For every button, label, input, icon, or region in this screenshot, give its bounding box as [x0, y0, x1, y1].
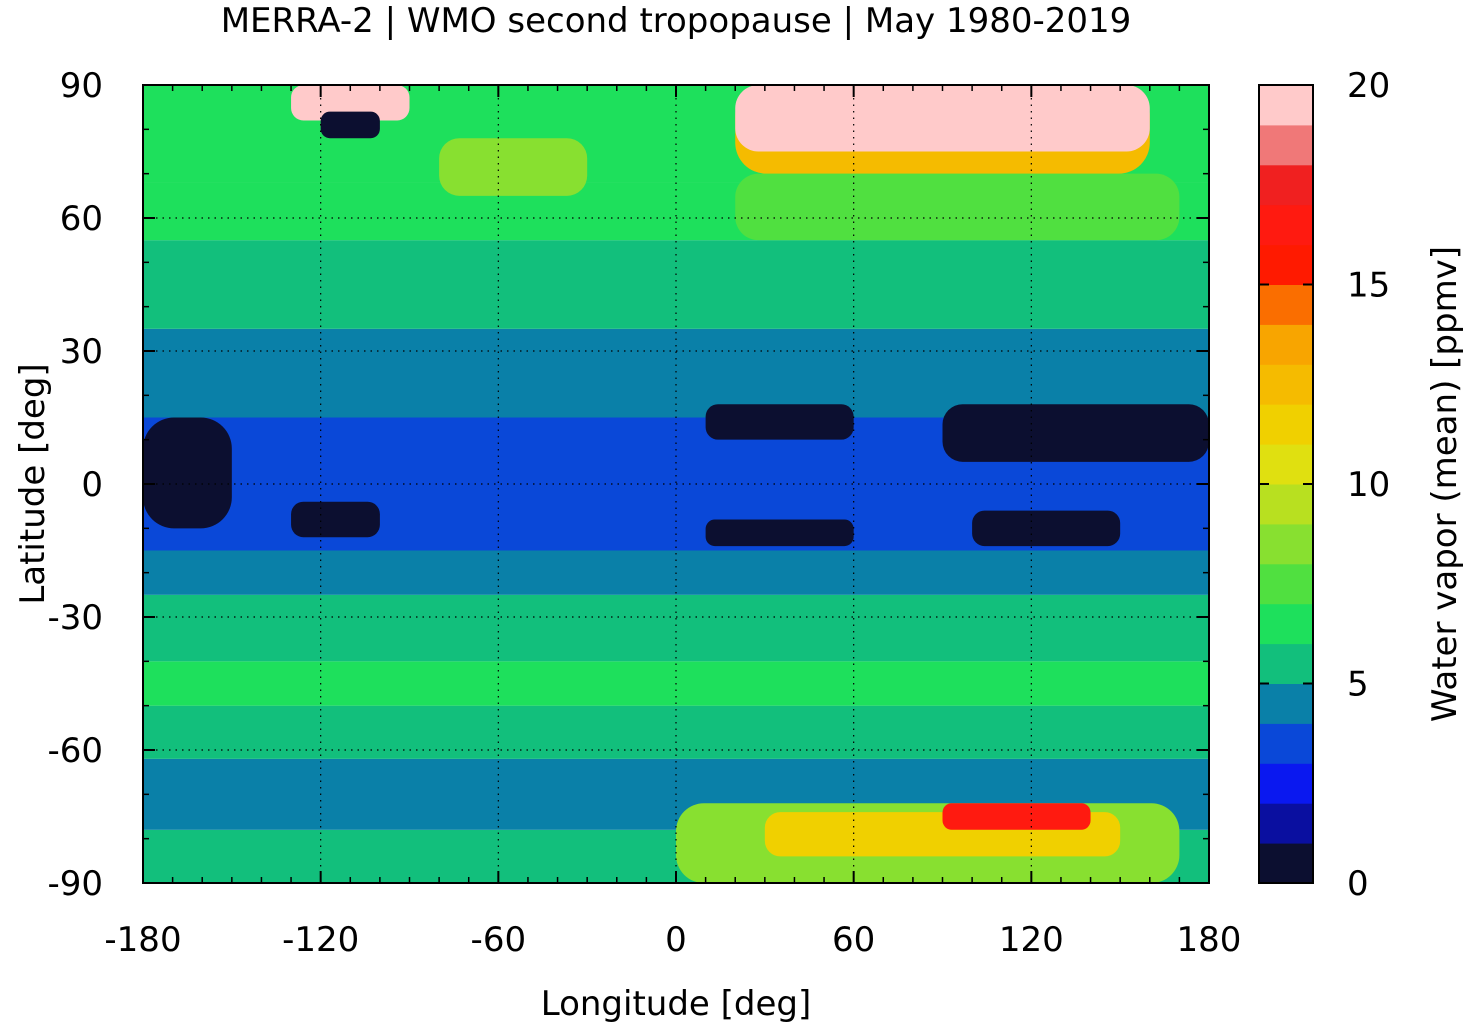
- field-region-9: [735, 173, 1180, 241]
- field-region-14: [439, 138, 588, 196]
- x-tick-label: 60: [832, 920, 875, 960]
- x-axis-ticks: -180 -120 -60 0 60 120 180: [104, 85, 1241, 960]
- colorbar-level-10: [1259, 444, 1313, 485]
- colorbar-tick-label: 5: [1347, 665, 1369, 705]
- colorbar: [1259, 85, 1313, 884]
- x-tick-label: -180: [104, 920, 181, 960]
- y-tick-label: -60: [47, 731, 103, 771]
- colorbar-level-2: [1259, 763, 1313, 804]
- colorbar-label: Water vapor (mean) [ppmv]: [1425, 246, 1465, 722]
- colorbar-level-15: [1259, 244, 1313, 285]
- map-plot-area: [143, 85, 1209, 883]
- y-axis-ticks: -90 -60 -30 0 30 60 90: [47, 66, 1209, 904]
- field-region-5: [972, 510, 1121, 547]
- colorbar-tick-label: 20: [1347, 66, 1390, 106]
- chart-title: MERRA-2 | WMO second tropopause | May 19…: [221, 1, 1132, 41]
- colorbar-tick-label: 10: [1347, 465, 1390, 505]
- x-axis-label: Longitude [deg]: [541, 984, 812, 1024]
- y-tick-label: -90: [47, 864, 103, 904]
- zonal-band-7: [143, 328, 1209, 418]
- colorbar-level-14: [1259, 284, 1313, 325]
- field-region-0: [143, 417, 232, 529]
- colorbar-level-3: [1259, 723, 1313, 764]
- y-tick-label: 30: [60, 332, 103, 372]
- colorbar-level-4: [1259, 683, 1313, 724]
- colorbar-ticks: 0 5 10 15 20: [1259, 66, 1390, 904]
- y-tick-label: -30: [47, 598, 103, 638]
- colorbar-level-6: [1259, 603, 1313, 645]
- y-tick-label: 0: [81, 465, 103, 505]
- colorbar-level-16: [1259, 204, 1313, 246]
- x-tick-label: -60: [471, 920, 527, 960]
- colorbar-level-7: [1259, 563, 1313, 605]
- colorbar-level-8: [1259, 523, 1313, 565]
- field-region-3: [705, 519, 854, 547]
- colorbar-level-9: [1259, 484, 1313, 525]
- colorbar-level-18: [1259, 124, 1313, 166]
- colorbar-level-1: [1259, 803, 1313, 844]
- colorbar-level-5: [1259, 643, 1313, 684]
- field-region-8: [942, 803, 1091, 830]
- zonal-band-8: [143, 240, 1209, 329]
- y-tick-label: 90: [60, 66, 103, 106]
- colorbar-tick-label: 15: [1347, 266, 1390, 306]
- zonal-band-2: [143, 705, 1209, 759]
- colorbar-level-0: [1259, 843, 1313, 884]
- colorbar-level-11: [1259, 404, 1313, 445]
- x-tick-label: 0: [665, 920, 687, 960]
- colorbar-level-17: [1259, 164, 1313, 206]
- field-region-1: [291, 501, 380, 538]
- x-tick-label: 120: [999, 920, 1064, 960]
- y-tick-label: 60: [60, 199, 103, 239]
- field-region-2: [705, 404, 854, 440]
- colorbar-level-19: [1259, 85, 1313, 126]
- field-region-4: [942, 404, 1209, 462]
- grid-lines: [143, 85, 1209, 883]
- x-tick-label: 180: [1177, 920, 1242, 960]
- x-tick-label: -120: [282, 920, 359, 960]
- field-region-13: [320, 111, 380, 139]
- colorbar-level-12: [1259, 364, 1313, 405]
- colorbar-tick-label: 0: [1347, 864, 1369, 904]
- y-axis-label: Latitude [deg]: [13, 363, 53, 604]
- colorbar-level-13: [1259, 324, 1313, 365]
- field-region-11: [735, 85, 1150, 152]
